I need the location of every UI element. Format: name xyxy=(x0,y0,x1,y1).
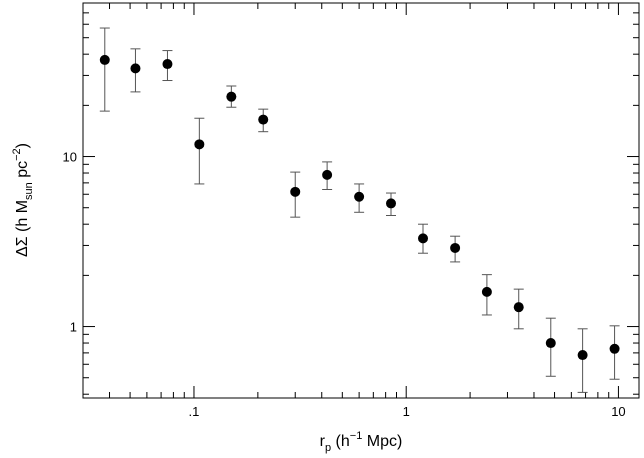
y-axis-title-sup: −2 xyxy=(11,148,23,161)
y-tick-label: 1 xyxy=(70,320,77,335)
x-axis-title-sup: −1 xyxy=(350,430,363,442)
data-point xyxy=(226,91,237,102)
axis-ticks xyxy=(82,2,639,398)
data-point xyxy=(194,139,205,150)
data-point xyxy=(258,114,269,125)
error-bars xyxy=(99,27,620,393)
data-point xyxy=(418,233,429,244)
tick-labels: .1 1 10 1 10 xyxy=(63,150,626,419)
data-point xyxy=(513,302,524,313)
data-point xyxy=(386,198,397,209)
data-point xyxy=(609,343,620,354)
data-point xyxy=(290,186,301,197)
data-point xyxy=(322,169,333,180)
data-point xyxy=(481,286,492,297)
data-point xyxy=(545,338,556,349)
y-axis-title: ΔΣ (h Msun pc−2) xyxy=(11,143,35,257)
data-point xyxy=(162,59,173,70)
y-axis-title-main: ΔΣ (h M xyxy=(14,200,31,257)
data-point xyxy=(577,350,588,361)
x-tick-label: .1 xyxy=(189,404,200,419)
y-tick-label: 10 xyxy=(63,150,77,165)
y-axis-title-mid: pc xyxy=(14,161,31,182)
x-axis-title: rp (h−1 Mpc) xyxy=(320,430,403,454)
x-axis-title-main: r xyxy=(320,433,326,450)
x-axis-title-rest: Mpc) xyxy=(362,433,402,450)
y-axis-title-close: ) xyxy=(14,143,31,148)
data-points xyxy=(99,54,620,361)
plot-frame xyxy=(82,2,640,399)
data-point xyxy=(99,54,110,65)
x-tick-label: 10 xyxy=(611,404,625,419)
x-axis-title-open: (h xyxy=(331,433,350,450)
y-axis-title-sub: sun xyxy=(23,182,35,200)
data-point xyxy=(130,63,141,74)
data-point xyxy=(354,191,365,202)
x-tick-label: 1 xyxy=(403,404,410,419)
data-point xyxy=(450,242,461,253)
x-axis-title-sub: p xyxy=(325,442,331,454)
